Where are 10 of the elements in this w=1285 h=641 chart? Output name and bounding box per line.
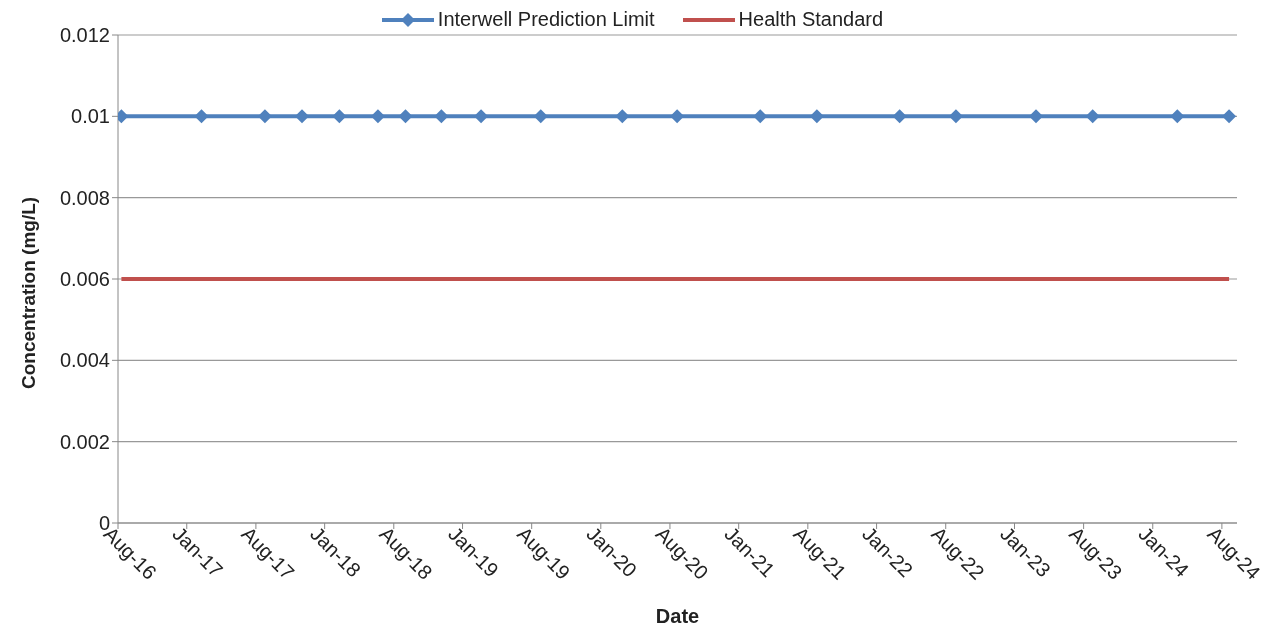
legend-label: Interwell Prediction Limit — [436, 8, 655, 31]
y-tick-label: 0.004 — [59, 349, 110, 372]
legend-label: Health Standard — [737, 8, 884, 31]
y-tick-label: 0.008 — [59, 186, 110, 209]
y-tick-label: 0.006 — [59, 268, 110, 291]
x-axis-title: Date — [655, 605, 700, 627]
y-axis-title: Concentration (mg/L) — [17, 196, 39, 389]
y-tick-label: 0.01 — [71, 105, 110, 128]
y-tick-label: 0.012 — [59, 24, 110, 47]
y-tick-label: 0.002 — [59, 430, 110, 453]
